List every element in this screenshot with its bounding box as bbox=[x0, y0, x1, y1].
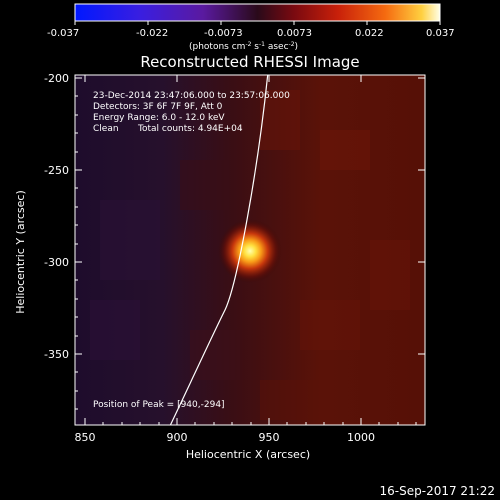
y-axis-ticks bbox=[75, 77, 425, 410]
y-tick-label: -350 bbox=[44, 348, 69, 361]
colorbar-tick-label: -0.022 bbox=[136, 28, 168, 39]
colorbar-gradient bbox=[74, 3, 441, 22]
y-tick-label: -250 bbox=[44, 164, 69, 177]
clean-label: Clean bbox=[93, 124, 119, 134]
y-axis-label: Heliocentric Y (arcsec) bbox=[14, 190, 27, 314]
colorbar-tick-label: -0.037 bbox=[47, 28, 79, 39]
total-counts-text: Total counts: 4.94E+04 bbox=[137, 124, 243, 134]
plot-title: Reconstructed RHESSI Image bbox=[140, 53, 359, 71]
x-axis-ticks bbox=[84, 75, 417, 425]
x-tick-label: 900 bbox=[167, 431, 188, 444]
y-tick-label: -300 bbox=[44, 256, 69, 269]
colorbar-tick-label: 0.022 bbox=[355, 28, 384, 39]
x-tick-label: 850 bbox=[75, 431, 96, 444]
image-annotations: 23-Dec-2014 23:47:06.000 to 23:57:06.000… bbox=[93, 91, 290, 410]
colorbar-tick-label: -0.0073 bbox=[204, 28, 243, 39]
peak-position-text: Position of Peak = [940,-294] bbox=[93, 400, 225, 410]
colorbar-tick-label: 0.0073 bbox=[277, 28, 312, 39]
detectors-text: Detectors: 3F 6F 7F 9F, Att 0 bbox=[93, 102, 223, 112]
energy-range-text: Energy Range: 6.0 - 12.0 keV bbox=[93, 113, 225, 123]
colorbar: -0.037 -0.022 -0.0073 0.0073 0.022 0.037… bbox=[47, 3, 455, 52]
image-panel bbox=[75, 75, 425, 425]
timestamp: 16-Sep-2017 21:22 bbox=[380, 484, 495, 498]
colorbar-tick-label: 0.037 bbox=[426, 28, 455, 39]
x-tick-label: 1000 bbox=[347, 431, 375, 444]
flare-source bbox=[218, 219, 282, 283]
x-axis-label: Heliocentric X (arcsec) bbox=[186, 448, 310, 461]
x-tick-label: 950 bbox=[259, 431, 280, 444]
time-range-text: 23-Dec-2014 23:47:06.000 to 23:57:06.000 bbox=[93, 91, 290, 101]
y-tick-label: -200 bbox=[44, 72, 69, 85]
solar-limb-line bbox=[169, 75, 269, 425]
colorbar-units: (photons cm-2 s-1 asec-2) bbox=[189, 41, 298, 52]
